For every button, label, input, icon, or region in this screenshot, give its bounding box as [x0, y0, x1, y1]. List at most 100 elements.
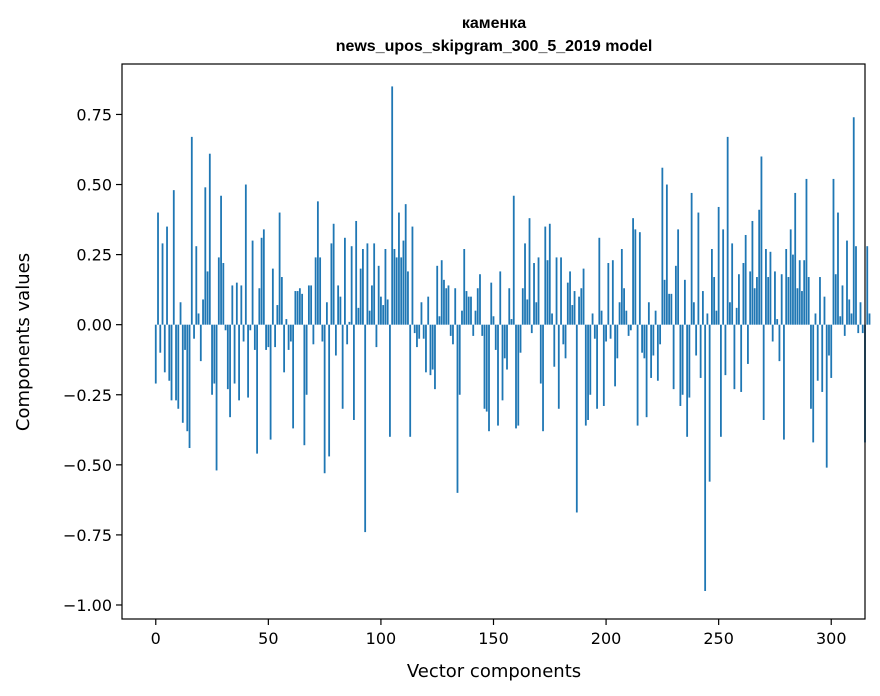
bar [625, 310, 628, 325]
bar [443, 279, 445, 325]
bar [386, 299, 389, 325]
bar [328, 324, 331, 457]
bar [578, 296, 580, 325]
bar [501, 324, 504, 401]
bar [418, 324, 421, 339]
y-axis-ticks: −1.00 −0.75 −0.50 −0.25 0.00 0.25 0.50 0.75 [63, 105, 122, 615]
bar [416, 324, 418, 348]
bar [296, 291, 299, 325]
bar [247, 324, 249, 398]
bar [843, 324, 846, 336]
bar [587, 324, 589, 420]
bar [357, 307, 360, 325]
bar [411, 226, 414, 325]
bar [825, 324, 828, 468]
bar [713, 277, 716, 325]
bar [229, 324, 231, 418]
bar [571, 305, 574, 325]
bar [364, 324, 367, 533]
bar [380, 296, 382, 325]
bar [548, 223, 551, 325]
bar [348, 321, 351, 325]
bar [330, 243, 333, 325]
bar [848, 299, 851, 325]
bar [224, 324, 227, 331]
bar [344, 237, 346, 325]
bar [708, 324, 711, 482]
bar [492, 316, 495, 325]
bar [855, 246, 857, 325]
bar [409, 324, 412, 437]
bar [157, 212, 159, 325]
bar [801, 291, 803, 325]
bar [686, 324, 689, 437]
bar [240, 285, 243, 325]
bar [762, 324, 765, 420]
bar [325, 302, 328, 325]
bar [771, 324, 774, 342]
bar [866, 246, 869, 325]
bar [321, 324, 324, 342]
bar [463, 249, 466, 325]
bar [652, 324, 655, 356]
bar [242, 324, 245, 342]
bar [359, 268, 362, 325]
bar [636, 324, 639, 426]
bar [816, 324, 819, 381]
bar [792, 254, 794, 325]
bar [292, 324, 295, 429]
bar [834, 274, 837, 325]
bar [217, 257, 220, 325]
bar [467, 296, 470, 325]
bar [589, 324, 592, 395]
bar [170, 324, 173, 401]
bar [654, 310, 657, 325]
bar [319, 257, 322, 325]
bar [731, 243, 734, 325]
x-tick-label: 250 [703, 629, 734, 648]
bar [814, 313, 817, 325]
bar [751, 220, 754, 325]
bar [166, 226, 168, 325]
bar [582, 268, 585, 325]
bar [307, 285, 310, 325]
y-tick-label: 0.25 [76, 246, 112, 265]
bar [456, 324, 459, 493]
bar [528, 218, 531, 325]
x-tick-label: 300 [816, 629, 847, 648]
bar [472, 324, 475, 336]
bar [251, 240, 254, 325]
bar [481, 324, 484, 336]
bar [488, 324, 490, 432]
bar [445, 288, 448, 325]
x-tick-label: 150 [478, 629, 509, 648]
bar [616, 324, 619, 359]
bar [249, 324, 252, 331]
bar [154, 324, 157, 384]
bar [690, 192, 693, 325]
bar [269, 324, 272, 440]
bar [733, 324, 736, 390]
bar [720, 324, 722, 437]
bar [557, 324, 560, 409]
bar [398, 212, 400, 325]
bar [823, 296, 826, 325]
bar [533, 263, 535, 325]
bar [312, 324, 315, 345]
bar [244, 184, 247, 325]
bar [470, 296, 472, 325]
bar [598, 237, 601, 325]
bar [353, 324, 355, 420]
bar [476, 288, 479, 325]
bar [868, 313, 871, 325]
bar [197, 313, 200, 325]
bar [591, 313, 594, 325]
bar [420, 302, 423, 325]
bar [271, 268, 274, 325]
bar [211, 324, 213, 395]
bar [440, 260, 443, 325]
bar [208, 153, 211, 325]
bar [632, 218, 634, 325]
bar [542, 324, 544, 432]
bar [382, 305, 385, 325]
